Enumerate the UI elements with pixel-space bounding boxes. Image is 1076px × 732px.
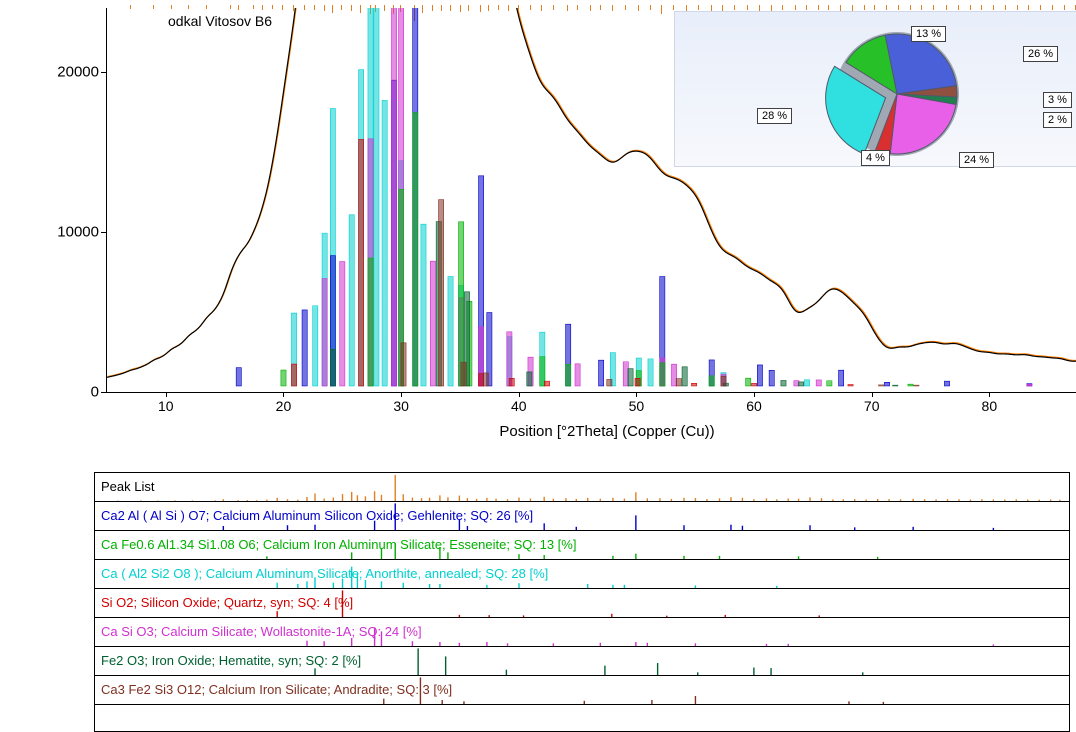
phase-label-anorthite: Ca ( Al2 Si2 O8 ); Calcium Aluminum Sili… bbox=[101, 566, 548, 581]
phase-row-andradite[interactable]: Ca3 Fe2 Si3 O12; Calcium Iron Silicate; … bbox=[95, 676, 1069, 705]
diffractogram-plot[interactable]: 26 %3 %2 %24 %4 %28 %13 % Position [°2Th… bbox=[106, 8, 1076, 393]
pie-slice-label-quartz: 4 % bbox=[861, 150, 890, 166]
pie-slice-label-anorthite: 28 % bbox=[757, 108, 792, 124]
chart-panel: odkal Vitosov B6 26 %3 %2 %24 %4 %28 %13… bbox=[50, 5, 1064, 439]
phase-label-gehlenite: Ca2 Al ( Al Si ) O7; Calcium Aluminum Si… bbox=[101, 508, 533, 523]
y-tick-label: 20000 bbox=[51, 64, 99, 81]
phase-label-wollastonite: Ca Si O3; Calcium Silicate; Wollastonite… bbox=[101, 624, 422, 639]
phase-row-wollastonite[interactable]: Ca Si O3; Calcium Silicate; Wollastonite… bbox=[95, 618, 1069, 647]
y-tick-label: 0 bbox=[51, 384, 99, 401]
x-tick-label: 80 bbox=[982, 398, 998, 414]
pie-slice-label-esseneite: 13 % bbox=[911, 26, 946, 42]
x-tick-label: 50 bbox=[629, 398, 645, 414]
pie-slice-label-gehlenite: 26 % bbox=[1023, 46, 1058, 62]
x-tick-label: 70 bbox=[864, 398, 880, 414]
pie-slice-label-andradite: 3 % bbox=[1043, 92, 1072, 108]
phase-label-quartz: Si O2; Silicon Oxide; Quartz, syn; SQ: 4… bbox=[101, 595, 353, 610]
peak-list-table: Peak List Ca2 Al ( Al Si ) O7; Calcium A… bbox=[94, 472, 1070, 732]
pie-inset: 26 % 3 % 2 % 24 % 4 % 28 % 13 % bbox=[674, 11, 1076, 167]
x-tick-label: 60 bbox=[746, 398, 762, 414]
phase-row-quartz[interactable]: Si O2; Silicon Oxide; Quartz, syn; SQ: 4… bbox=[95, 589, 1069, 618]
x-tick-label: 10 bbox=[158, 398, 174, 414]
pie-slice-label-wollastonite: 24 % bbox=[959, 152, 994, 168]
y-tick-label: 10000 bbox=[51, 224, 99, 241]
peak-list-header-row: Peak List bbox=[95, 473, 1069, 502]
pie-slice-label-hematite: 2 % bbox=[1043, 112, 1072, 128]
peak-list-header-label: Peak List bbox=[101, 479, 154, 494]
pie-chart bbox=[825, 16, 985, 166]
x-tick-label: 30 bbox=[393, 398, 409, 414]
xrd-report: odkal Vitosov B6 26 %3 %2 %24 %4 %28 %13… bbox=[0, 0, 1076, 702]
x-tick-label: 40 bbox=[511, 398, 527, 414]
phase-row-esseneite[interactable]: Ca Fe0.6 Al1.34 Si1.08 O6; Calcium Iron … bbox=[95, 531, 1069, 560]
phase-row-gehlenite[interactable]: Ca2 Al ( Al Si ) O7; Calcium Aluminum Si… bbox=[95, 502, 1069, 531]
phase-row-empty bbox=[95, 705, 1069, 731]
phase-row-hematite[interactable]: Fe2 O3; Iron Oxide; Hematite, syn; SQ: 2… bbox=[95, 647, 1069, 676]
phase-label-andradite: Ca3 Fe2 Si3 O12; Calcium Iron Silicate; … bbox=[101, 682, 452, 697]
x-tick-label: 20 bbox=[276, 398, 292, 414]
phase-label-hematite: Fe2 O3; Iron Oxide; Hematite, syn; SQ: 2… bbox=[101, 653, 361, 668]
phase-row-anorthite[interactable]: Ca ( Al2 Si2 O8 ); Calcium Aluminum Sili… bbox=[95, 560, 1069, 589]
x-axis-label: Position [°2Theta] (Copper (Cu)) bbox=[107, 423, 1076, 440]
peak-list-sticks-observed bbox=[95, 473, 1069, 501]
phase-label-esseneite: Ca Fe0.6 Al1.34 Si1.08 O6; Calcium Iron … bbox=[101, 537, 576, 552]
